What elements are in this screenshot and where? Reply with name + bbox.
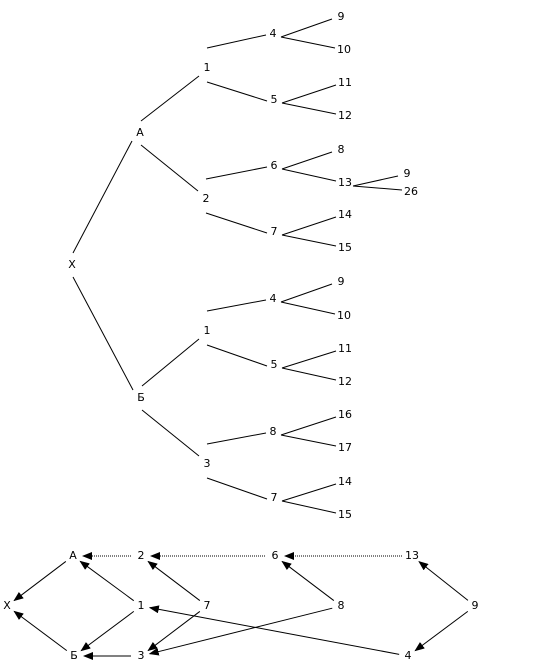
graph-edge — [13, 610, 68, 652]
tree-node-label: 9 — [338, 10, 345, 23]
tree-edge — [281, 500, 337, 514]
tree-edge — [280, 301, 336, 315]
tree-node-label: 4 — [270, 27, 277, 40]
graph-edge — [414, 610, 469, 652]
tree-node-label: 15 — [338, 508, 352, 521]
graph-edge — [148, 605, 400, 655]
tree-edge — [352, 185, 403, 191]
tree-edge — [281, 216, 337, 236]
tree-edge — [281, 102, 337, 115]
graph-edge — [148, 607, 333, 656]
tree-node-label: А — [136, 126, 144, 139]
graph-edge — [281, 560, 335, 601]
tree-edge — [280, 434, 337, 447]
tree-edge — [281, 84, 337, 104]
tree-edge — [206, 344, 268, 367]
tree-edge — [281, 483, 337, 502]
graph-node-label: 9 — [472, 599, 479, 612]
tree-node-label: 8 — [270, 425, 277, 438]
graph-node-label: 7 — [204, 599, 211, 612]
graph-node-label: 6 — [272, 549, 279, 562]
tree-node-label: Б — [137, 391, 145, 404]
tree-edge — [206, 432, 267, 445]
graph-node-label: Б — [70, 649, 78, 662]
tree-node-label: 12 — [338, 375, 352, 388]
tree-node-label: 1 — [204, 61, 211, 74]
graph-node-label: 4 — [405, 649, 412, 662]
tree-edge — [281, 168, 337, 182]
tree-node-label: 6 — [271, 159, 278, 172]
tree-node-label: 10 — [337, 309, 351, 322]
tree-edge — [280, 36, 336, 49]
tree-node-label: 11 — [338, 342, 352, 355]
tree-node-label: 5 — [271, 358, 278, 371]
tree-node-label: 5 — [271, 93, 278, 106]
tree-node-label: 15 — [338, 241, 352, 254]
tree-edge — [140, 144, 199, 192]
tree-edge — [281, 151, 333, 170]
tree-edge — [281, 350, 337, 369]
tree-edge — [352, 175, 399, 187]
tree-edge — [280, 416, 337, 436]
tree-node-label: 7 — [271, 491, 278, 504]
tree-edge — [206, 81, 268, 102]
tree-node-label: 9 — [404, 167, 411, 180]
tree-node-label: 1 — [204, 324, 211, 337]
tree-node-label: 17 — [338, 441, 352, 454]
tree-node-label: 2 — [203, 192, 210, 205]
graph-edge — [147, 611, 201, 652]
graph-edge — [80, 610, 135, 652]
graph-edge — [79, 560, 135, 602]
tree-node-label: 9 — [338, 275, 345, 288]
graph-node-label: 8 — [338, 599, 345, 612]
tree-node-label: 11 — [338, 76, 352, 89]
tree-edge — [206, 34, 267, 49]
tree-node-label: 7 — [271, 225, 278, 238]
tree-node-label: 26 — [404, 185, 418, 198]
tree-edge — [281, 367, 337, 381]
tree-node-label: X — [68, 258, 76, 271]
tree-node-label: 8 — [338, 143, 345, 156]
graph-node-label: 3 — [138, 649, 145, 662]
graph-node-label: А — [69, 549, 77, 562]
graph-node-label: 2 — [138, 549, 145, 562]
graph-edge — [147, 560, 201, 601]
tree-edge — [281, 234, 337, 247]
tree-edge — [72, 140, 133, 254]
tree-node-label: 14 — [338, 208, 352, 221]
tree-edge — [141, 409, 200, 457]
tree-edge — [280, 18, 333, 38]
graph-edge — [418, 560, 469, 601]
tree-edge — [280, 283, 333, 303]
tree-node-label: 14 — [338, 475, 352, 488]
tree-node-label: 3 — [204, 457, 211, 470]
graph-node-label: 13 — [405, 549, 419, 562]
tree-edge — [206, 299, 267, 312]
tree-edge — [205, 212, 268, 234]
tree-node-label: 4 — [270, 292, 277, 305]
graph-node-label: 1 — [138, 599, 145, 612]
tree-edge — [141, 338, 200, 387]
tree-edge — [72, 276, 134, 391]
tree-edge — [206, 477, 268, 500]
tree-edge — [205, 166, 268, 180]
tree-node-label: 12 — [338, 109, 352, 122]
tree-node-label: 16 — [338, 408, 352, 421]
tree-node-label: 10 — [337, 43, 351, 56]
graph-node-label: X — [3, 599, 11, 612]
tree-node-label: 13 — [338, 176, 352, 189]
graph-edge — [13, 561, 67, 602]
tree-edge — [140, 75, 200, 122]
